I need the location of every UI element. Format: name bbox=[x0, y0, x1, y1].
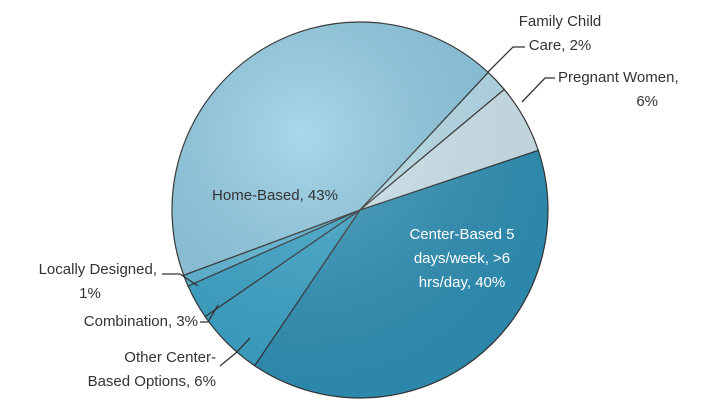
data-label: Family Child Care, 2% bbox=[519, 13, 602, 54]
label-line: days/week, >6 bbox=[414, 250, 510, 267]
label-line: Family Child bbox=[519, 13, 602, 30]
data-label: Pregnant Women, 6% bbox=[558, 69, 679, 110]
label-line: 6% bbox=[636, 93, 658, 110]
data-label: Center-Based 5 days/week, >6 hrs/day, 40% bbox=[409, 226, 514, 291]
label-line: Center-Based 5 bbox=[409, 226, 514, 243]
leader-line bbox=[200, 304, 219, 323]
leader-line bbox=[487, 46, 525, 73]
data-label: Combination, 3% bbox=[84, 313, 198, 330]
data-label: Other Center- Based Options, 6% bbox=[88, 349, 216, 390]
leader-line bbox=[162, 273, 199, 287]
label-line: Other Center- bbox=[124, 349, 216, 366]
label-line: Locally Designed, bbox=[39, 261, 157, 278]
label-line: Home-Based, 43% bbox=[212, 187, 338, 204]
label-line: hrs/day, 40% bbox=[419, 274, 505, 291]
label-line: Pregnant Women, bbox=[558, 69, 679, 86]
leader-line bbox=[219, 337, 251, 367]
leader-line bbox=[521, 77, 555, 103]
label-line: Combination, 3% bbox=[84, 313, 198, 330]
data-label: Locally Designed, 1% bbox=[39, 261, 157, 302]
label-line: 1% bbox=[79, 285, 101, 302]
data-label: Home-Based, 43% bbox=[212, 187, 338, 204]
label-line: Based Options, 6% bbox=[88, 373, 216, 390]
label-line: Care, 2% bbox=[529, 37, 592, 54]
